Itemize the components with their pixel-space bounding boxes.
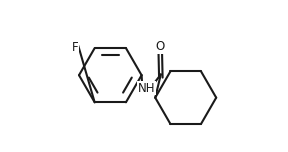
Text: NH: NH [138,81,155,95]
Text: F: F [72,41,78,54]
Text: O: O [156,40,165,53]
